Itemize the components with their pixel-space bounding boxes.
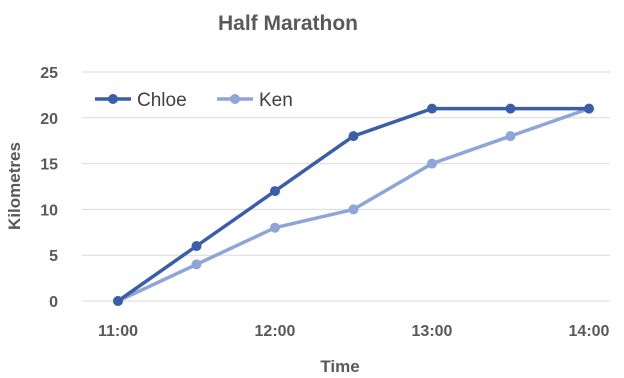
legend-marker-ken xyxy=(230,94,240,104)
y-tick-label: 0 xyxy=(49,294,58,311)
data-point-chloe xyxy=(191,241,202,252)
y-tick-label: 20 xyxy=(40,111,58,128)
x-tick-label: 14:00 xyxy=(569,323,610,340)
legend-label-ken: Ken xyxy=(259,90,293,111)
y-tick-label: 5 xyxy=(49,248,58,265)
data-point-chloe xyxy=(584,103,594,114)
y-tick-label: 25 xyxy=(40,65,58,82)
chart-title: Half Marathon xyxy=(218,12,358,35)
x-tick-label: 11:00 xyxy=(98,323,138,340)
y-axis-title: Kilometres xyxy=(5,142,24,230)
x-axis-title: Time xyxy=(320,357,359,376)
legend: Chloe Ken xyxy=(95,90,293,111)
x-axis-ticks: 11:00 12:00 13:00 14:00 xyxy=(98,323,610,340)
legend-marker-chloe xyxy=(108,94,118,104)
y-tick-label: 15 xyxy=(40,157,58,174)
data-point-chloe xyxy=(113,296,123,306)
x-tick-label: 12:00 xyxy=(255,323,296,340)
y-axis-ticks: 0 5 10 15 20 25 xyxy=(40,65,58,311)
x-tick-label: 13:00 xyxy=(412,323,453,340)
legend-label-chloe: Chloe xyxy=(137,90,187,111)
data-point-ken xyxy=(270,222,280,233)
data-point-ken xyxy=(427,158,437,169)
data-point-ken xyxy=(505,131,516,142)
y-tick-label: 10 xyxy=(40,202,58,219)
data-point-ken xyxy=(191,259,202,270)
data-point-chloe xyxy=(427,103,437,114)
data-point-chloe xyxy=(270,186,280,197)
series-lines xyxy=(113,103,594,306)
data-point-ken xyxy=(348,204,359,215)
data-point-chloe xyxy=(348,131,359,142)
data-point-chloe xyxy=(505,103,516,114)
